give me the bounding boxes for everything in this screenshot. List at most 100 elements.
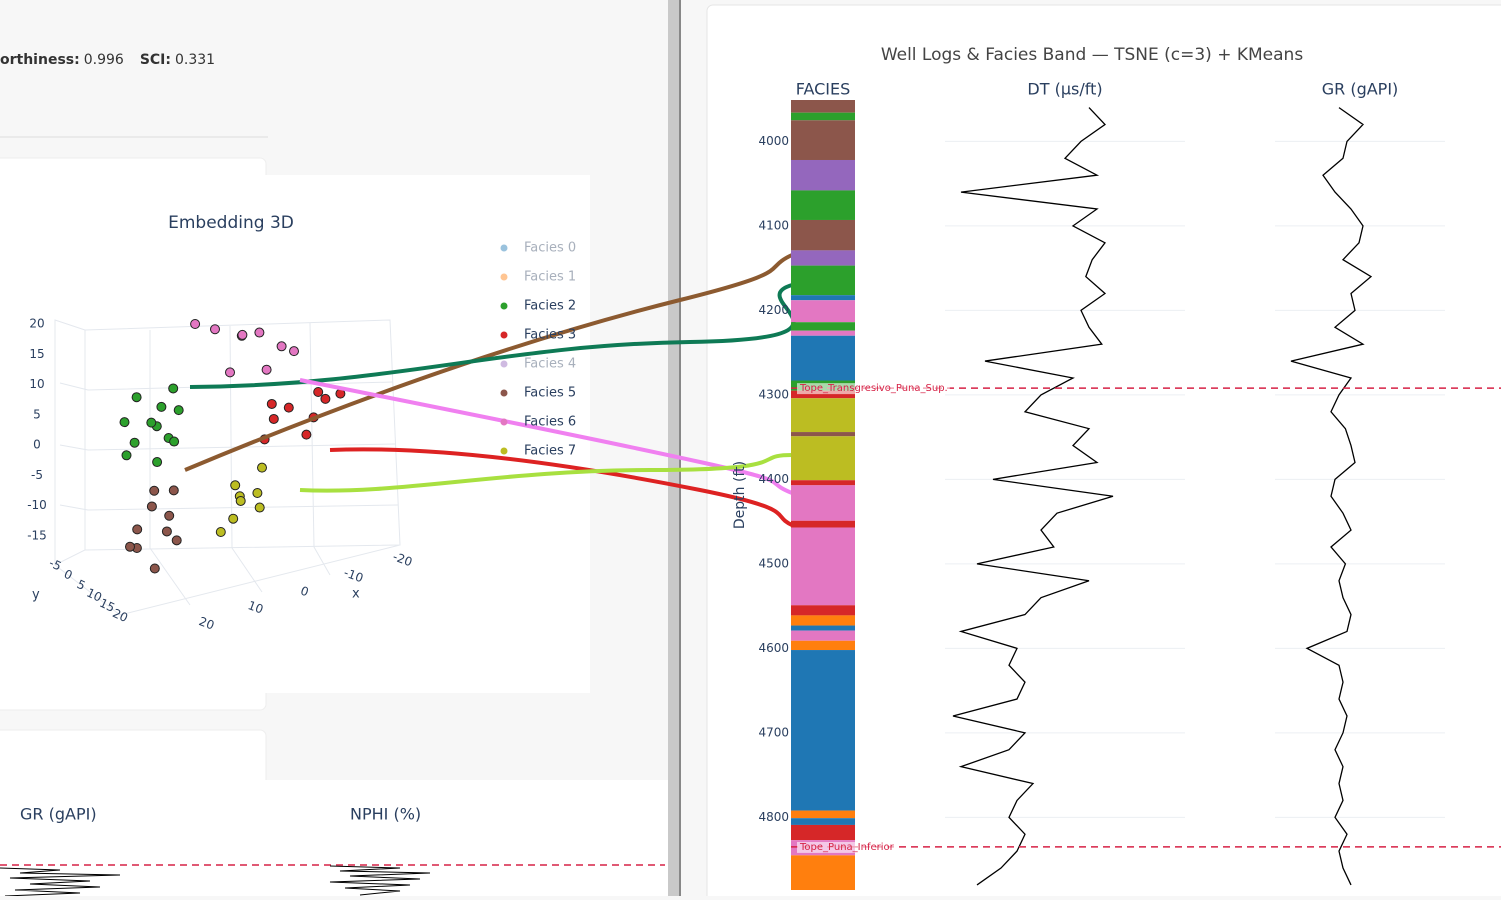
- facies-interval: [791, 432, 855, 437]
- plot-area: [0, 175, 590, 693]
- y-tick-label: 20: [110, 606, 130, 625]
- scatter-point: [228, 513, 239, 524]
- track-title: NPHI (%): [350, 805, 421, 824]
- scatter-point: [301, 429, 312, 440]
- dt-curve: [952, 107, 1114, 886]
- facies-interval: [791, 265, 855, 296]
- legend-marker: [500, 244, 508, 252]
- legend-label: Facies 4: [524, 357, 576, 372]
- facies-interval: [791, 630, 855, 641]
- log-curve: [0, 867, 121, 897]
- scatter-point: [169, 436, 180, 447]
- scatter-point: [168, 485, 179, 496]
- scatter-point: [190, 319, 201, 329]
- scatter-point: [173, 405, 184, 416]
- y-tick-label: 4000: [758, 134, 789, 148]
- scatter-point: [131, 392, 142, 403]
- bottom-plot: [0, 780, 668, 896]
- scatter-point: [129, 437, 140, 448]
- plot-title: Well Logs & Facies Band — TSNE (c=3) + K…: [881, 45, 1304, 65]
- scatter-point: [254, 502, 265, 513]
- metric-value: 0.996: [84, 52, 124, 68]
- scatter-point: [149, 485, 160, 496]
- track-title: GR (gAPI): [1322, 80, 1399, 99]
- x-tick-label: 0: [299, 583, 311, 599]
- legend-marker: [500, 302, 508, 310]
- metric-label: SCI:: [140, 52, 171, 68]
- connector: [189, 283, 796, 389]
- top-label: Tope_Transgresivo_Puna_Sup.: [799, 383, 948, 394]
- facies-interval: [791, 810, 855, 819]
- facies-interval: [791, 335, 855, 381]
- legend-label: Facies 5: [524, 386, 576, 401]
- facies-interval: [791, 625, 855, 631]
- facies-interval: [791, 520, 855, 528]
- y-tick-label: 10: [84, 586, 104, 605]
- scatter-point: [257, 462, 267, 473]
- legend-label: Facies 1: [524, 270, 576, 285]
- facies-interval: [791, 295, 855, 301]
- x-tick-label: 20: [197, 614, 216, 632]
- scatter-point: [156, 401, 167, 412]
- scatter-point: [254, 327, 265, 338]
- y-tick-label: 4100: [758, 218, 789, 232]
- facies-interval: [791, 300, 855, 323]
- facies-interval: [791, 159, 855, 191]
- facies-interval: [791, 330, 855, 336]
- scatter-point: [235, 495, 246, 506]
- facies-interval: [791, 219, 855, 251]
- scatter-point: [132, 524, 143, 535]
- facies-interval: [791, 390, 855, 399]
- z-tick-label: 0: [33, 438, 41, 452]
- card: [706, 4, 1501, 900]
- facies-interval: [791, 480, 855, 486]
- scatter-point: [283, 402, 294, 413]
- scatter-point: [152, 457, 163, 468]
- scatter-point: [164, 510, 175, 521]
- gr-curve: [1290, 107, 1373, 886]
- facies-interval: [791, 818, 855, 825]
- scatter-point: [225, 367, 235, 378]
- splitter[interactable]: [668, 0, 680, 896]
- top-label: Tope_Puna_Inferior: [799, 842, 895, 853]
- z-tick-label: 15: [29, 347, 44, 361]
- scatter-point: [266, 398, 277, 409]
- facies-interval: [791, 100, 855, 113]
- facies-interval: [791, 322, 855, 331]
- y-tick-label: -5: [47, 556, 64, 574]
- scatter-point: [268, 413, 279, 424]
- y-tick-label: 4500: [758, 556, 789, 570]
- z-tick-label: -10: [27, 498, 47, 512]
- facies-interval: [791, 112, 855, 121]
- facies-interval: [791, 398, 855, 433]
- z-tick-label: -5: [31, 468, 43, 482]
- y-tick-label: 4200: [758, 303, 789, 317]
- z-tick-label: 20: [29, 317, 44, 331]
- track-title: GR (gAPI): [20, 805, 97, 824]
- scatter-point: [146, 417, 157, 428]
- scatter-point: [237, 329, 248, 340]
- axis-title: y: [32, 588, 40, 603]
- scatter-point: [125, 541, 135, 552]
- legend-label: Facies 7: [524, 444, 576, 459]
- connectors: [184, 253, 796, 527]
- legend-label: Facies 3: [524, 328, 576, 343]
- facies-interval: [791, 436, 855, 481]
- x-tick-label: -20: [391, 549, 414, 569]
- y-tick-label: 4400: [758, 472, 789, 486]
- scatter-point: [313, 387, 324, 397]
- facies-interval: [791, 650, 855, 811]
- metric-label: orthiness:: [0, 52, 80, 68]
- track-title: DT (µs/ft): [1027, 80, 1102, 99]
- facies-interval: [791, 190, 855, 220]
- scatter-point: [215, 527, 226, 537]
- connector: [299, 378, 793, 495]
- facies-interval: [791, 250, 855, 266]
- facies-interval: [791, 605, 855, 616]
- y-tick-label: 4300: [758, 387, 789, 401]
- facies-interval: [791, 640, 855, 651]
- y-tick-label: 4600: [758, 641, 789, 655]
